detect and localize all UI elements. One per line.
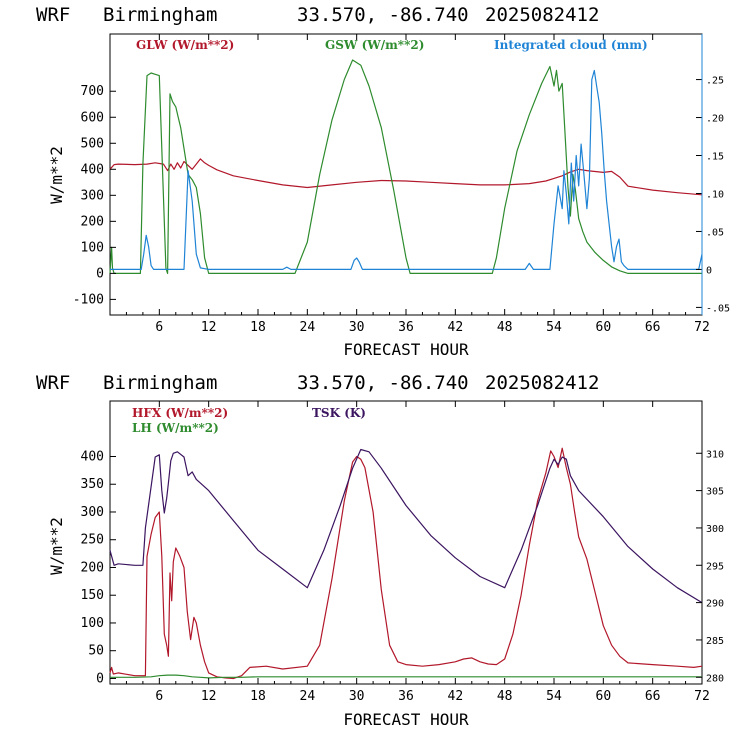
legend-glw: GLW (W/m**2) xyxy=(136,38,234,52)
y-axis-label: W/m**2 xyxy=(47,517,66,575)
y2-tick-label: 0 xyxy=(706,265,712,276)
y-tick-label: 700 xyxy=(81,84,104,99)
x-axis-label: FORECAST HOUR xyxy=(343,340,469,359)
y-tick-label: 150 xyxy=(81,588,104,603)
x-tick-label: 42 xyxy=(448,689,464,704)
series-lines xyxy=(109,447,703,680)
y2-tick-label: 310 xyxy=(706,449,724,460)
x-tick-label: 36 xyxy=(398,320,414,335)
x-tick-label: 66 xyxy=(645,320,661,335)
legend-gsw: GSW (W/m**2) xyxy=(325,38,424,52)
series-lines xyxy=(109,59,703,274)
axes: 6 12 18 24 30 36 42 48 54 60 66 72 -100 0 100 200 300 400… xyxy=(73,34,730,335)
x-tick-label: 72 xyxy=(694,320,710,335)
x-tick-label: 24 xyxy=(300,320,316,335)
x-tick-label: 6 xyxy=(155,689,163,704)
y2-tick-label: 305 xyxy=(706,487,724,498)
y2-tick-label: 290 xyxy=(706,599,724,610)
x-tick-label: 48 xyxy=(497,689,513,704)
x-tick-label: 12 xyxy=(201,689,217,704)
header-model: WRF xyxy=(36,4,70,26)
y-tick-label: 600 xyxy=(81,110,104,125)
y2-tick-label: 295 xyxy=(706,561,724,572)
y-tick-label: 250 xyxy=(81,533,104,548)
y-tick-label: -100 xyxy=(73,292,104,307)
x-tick-label: 24 xyxy=(300,689,316,704)
y2-tick-label: .25 xyxy=(706,76,724,87)
legend: HFX (W/m**2) LH (W/m**2) TSK (K) xyxy=(132,406,366,435)
y2-tick-label: 285 xyxy=(706,636,724,647)
series-line-0 xyxy=(109,158,703,196)
series-line-2 xyxy=(110,69,703,270)
series-line-2 xyxy=(109,448,703,604)
series-line-0 xyxy=(109,447,703,680)
x-tick-label: 60 xyxy=(596,689,612,704)
y-axis-label: W/m**2 xyxy=(47,146,66,204)
y2-tick-label: 280 xyxy=(706,673,724,684)
series-line-1 xyxy=(110,674,702,679)
header-run: 2025082412 xyxy=(485,4,599,26)
x-tick-label: 36 xyxy=(398,689,414,704)
y-tick-label: 500 xyxy=(81,136,104,151)
y-tick-label: 0 xyxy=(96,266,104,281)
y-tick-label: 300 xyxy=(81,505,104,520)
x-tick-label: 30 xyxy=(349,320,365,335)
x-tick-label: 6 xyxy=(155,320,163,335)
header-model: WRF xyxy=(36,372,70,394)
y-tick-label: 400 xyxy=(81,449,104,464)
y-tick-label: 350 xyxy=(81,477,104,492)
y-tick-label: 0 xyxy=(96,671,104,686)
y-tick-label: 300 xyxy=(81,188,104,203)
panel2-header: WRF Birmingham 33.570, -86.740 202508241… xyxy=(36,372,599,394)
x-axis-label: FORECAST HOUR xyxy=(343,710,469,729)
y-tick-label: 200 xyxy=(81,214,104,229)
x-tick-label: 30 xyxy=(349,689,365,704)
header-location: Birmingham xyxy=(103,372,217,394)
plot-frame xyxy=(109,33,703,316)
y2-tick-label: .15 xyxy=(706,152,724,163)
y2-tick-label: -.05 xyxy=(706,303,730,314)
x-tick-label: 18 xyxy=(250,689,266,704)
legend-hfx: HFX (W/m**2) xyxy=(132,406,228,420)
panel-fluxes: WRF Birmingham 33.570, -86.740 202508241… xyxy=(36,372,724,729)
x-tick-label: 18 xyxy=(250,320,266,335)
x-tick-label: 54 xyxy=(546,320,562,335)
header-coords: 33.570, -86.740 xyxy=(297,4,469,26)
y2-tick-label: .10 xyxy=(706,189,724,200)
x-tick-label: 60 xyxy=(596,320,612,335)
x-tick-label: 54 xyxy=(546,689,562,704)
panel-radiation: WRF Birmingham 33.570, -86.740 202508241… xyxy=(36,4,730,359)
series-line-1 xyxy=(109,59,702,274)
y2-tick-label: .05 xyxy=(706,227,724,238)
y-tick-label: 200 xyxy=(81,560,104,575)
panel1-header: WRF Birmingham 33.570, -86.740 202508241… xyxy=(36,4,599,26)
header-run: 2025082412 xyxy=(485,372,599,394)
x-tick-label: 72 xyxy=(694,689,710,704)
header-location: Birmingham xyxy=(103,4,217,26)
y2-tick-label: .20 xyxy=(706,114,724,125)
legend-lh: LH (W/m**2) xyxy=(132,421,219,435)
y-tick-label: 100 xyxy=(81,240,104,255)
header-coords: 33.570, -86.740 xyxy=(297,372,469,394)
y2-tick-label: 300 xyxy=(706,524,724,535)
legend-cloud: Integrated cloud (mm) xyxy=(494,38,648,52)
y-tick-label: 400 xyxy=(81,162,104,177)
y-tick-label: 100 xyxy=(81,616,104,631)
plot-frame xyxy=(109,400,703,685)
legend-tsk: TSK (K) xyxy=(312,406,366,420)
x-tick-label: 48 xyxy=(497,320,513,335)
axes: 6 12 18 24 30 36 42 48 54 60 66 72 0 50 100 150 200 250 30… xyxy=(81,401,724,704)
y-tick-label: 50 xyxy=(88,644,104,659)
x-tick-label: 42 xyxy=(448,320,464,335)
legend: GLW (W/m**2) GSW (W/m**2) Integrated clo… xyxy=(136,38,648,52)
x-tick-label: 12 xyxy=(201,320,217,335)
x-tick-label: 66 xyxy=(645,689,661,704)
